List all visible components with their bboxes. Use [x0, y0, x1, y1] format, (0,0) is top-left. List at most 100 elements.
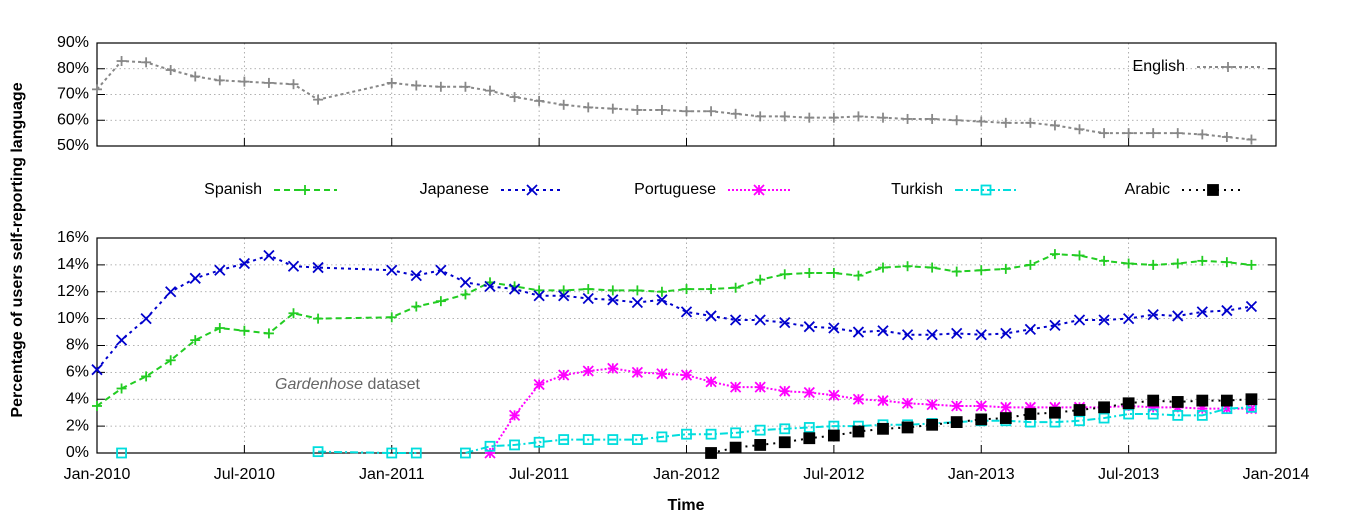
marker-stroke: [975, 400, 987, 412]
marker: [656, 294, 668, 306]
marker: [729, 441, 742, 454]
legend-label: Japanese: [420, 181, 489, 198]
marker-stroke: [1172, 310, 1184, 322]
legend-marker: [753, 184, 765, 196]
marker: [1197, 255, 1208, 266]
marker: [263, 249, 275, 262]
marker-stroke: [189, 272, 201, 284]
marker-stroke: [582, 365, 594, 377]
marker-shape: [729, 441, 742, 454]
marker: [583, 284, 594, 295]
marker: [411, 80, 422, 91]
marker: [950, 416, 963, 428]
marker: [926, 398, 938, 411]
marker-stroke: [1000, 401, 1012, 413]
marker: [778, 436, 791, 449]
marker: [1123, 408, 1135, 420]
marker: [1098, 401, 1110, 414]
marker-shape: [607, 434, 619, 445]
marker: [410, 269, 422, 282]
marker: [656, 286, 667, 297]
marker: [926, 418, 939, 431]
marker-stroke: [852, 393, 865, 405]
x-tick-label: Jan-2011: [359, 466, 425, 483]
marker: [485, 85, 495, 96]
marker: [1246, 259, 1257, 270]
marker-stroke: [558, 369, 570, 381]
marker: [951, 400, 963, 412]
marker-shape: [1207, 184, 1219, 196]
marker: [827, 429, 840, 442]
x-tick-label: Jan-2013: [948, 466, 1015, 483]
marker: [533, 378, 545, 391]
marker: [755, 274, 766, 285]
y-tick-label: 14%: [57, 256, 89, 273]
marker: [1172, 310, 1184, 322]
marker: [141, 57, 152, 68]
marker: [1245, 300, 1258, 313]
marker: [730, 282, 741, 293]
marker-stroke: [828, 322, 840, 334]
marker: [460, 81, 471, 92]
x-tick-label: Jan-2014: [1243, 466, 1310, 483]
marker: [730, 108, 741, 119]
marker: [288, 79, 299, 90]
legend-marker: [1223, 62, 1233, 72]
marker-stroke: [459, 276, 472, 288]
marker-stroke: [901, 329, 914, 341]
marker-shape: [852, 425, 865, 438]
marker: [1074, 415, 1085, 427]
marker: [803, 422, 815, 433]
marker: [583, 102, 594, 113]
marker: [239, 76, 250, 87]
marker: [607, 362, 619, 374]
marker: [435, 81, 446, 92]
marker: [508, 283, 521, 295]
marker: [902, 113, 913, 124]
marker: [116, 383, 127, 394]
marker: [779, 385, 791, 397]
marker: [287, 260, 300, 272]
marker: [534, 95, 545, 106]
marker: [313, 94, 324, 105]
marker-stroke: [238, 257, 251, 270]
marker-stroke: [287, 260, 300, 272]
marker: [1074, 250, 1085, 261]
marker: [582, 434, 594, 445]
marker: [656, 104, 667, 115]
marker: [1147, 408, 1159, 420]
marker: [927, 113, 938, 124]
y-tick-label: 0%: [66, 444, 89, 461]
marker-stroke: [877, 325, 889, 337]
marker: [878, 112, 888, 123]
marker: [1196, 394, 1209, 407]
marker-stroke: [877, 394, 889, 407]
marker: [1172, 258, 1183, 269]
marker: [1148, 128, 1159, 139]
marker: [999, 412, 1012, 424]
marker-stroke: [729, 381, 742, 393]
marker-shape: [803, 422, 815, 433]
marker: [460, 289, 471, 300]
marker: [582, 365, 594, 377]
legend-label: English: [1133, 58, 1185, 75]
marker: [386, 312, 397, 323]
marker: [558, 434, 570, 445]
marker-stroke: [754, 381, 766, 393]
marker: [803, 321, 815, 333]
marker: [631, 296, 644, 309]
marker: [705, 310, 717, 322]
annotation-text: dataset: [368, 376, 421, 393]
marker-shape: [1147, 408, 1159, 420]
marker-stroke: [1245, 300, 1258, 313]
marker: [1024, 323, 1037, 336]
marker: [607, 103, 618, 114]
marker-shape: [1073, 404, 1086, 416]
marker: [877, 325, 889, 337]
annotation-emphasis: Gardenhose: [275, 376, 363, 393]
marker: [288, 308, 299, 319]
marker: [705, 428, 717, 440]
marker-stroke: [926, 398, 938, 411]
